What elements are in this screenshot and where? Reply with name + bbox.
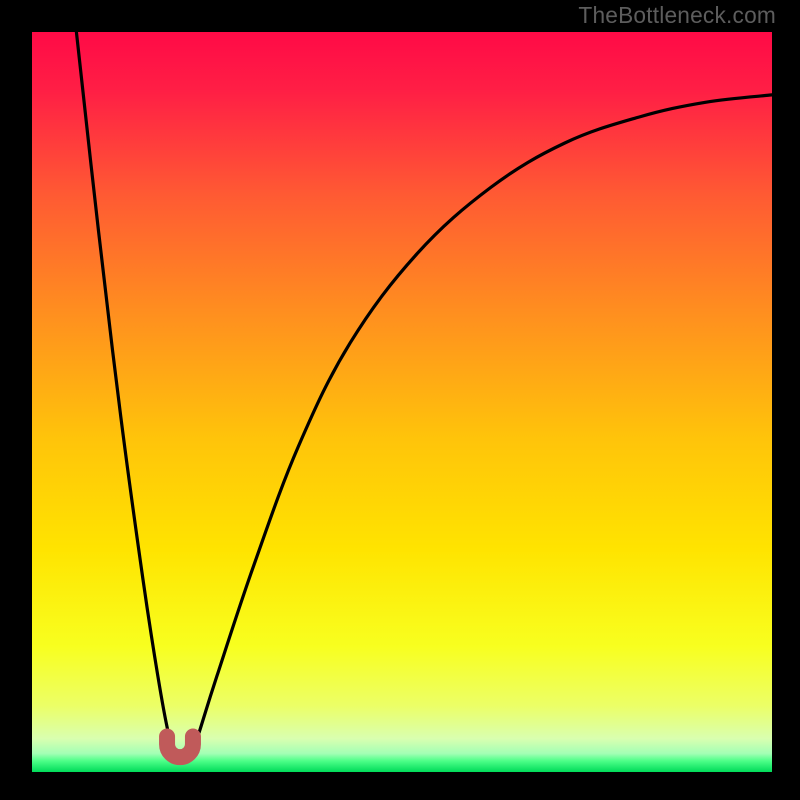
plot-area <box>32 32 772 772</box>
curve-layer <box>32 32 772 772</box>
chart-canvas: TheBottleneck.com <box>0 0 800 800</box>
minimum-marker <box>167 736 193 757</box>
watermark-text: TheBottleneck.com <box>578 2 776 29</box>
bottleneck-curve <box>76 32 772 761</box>
